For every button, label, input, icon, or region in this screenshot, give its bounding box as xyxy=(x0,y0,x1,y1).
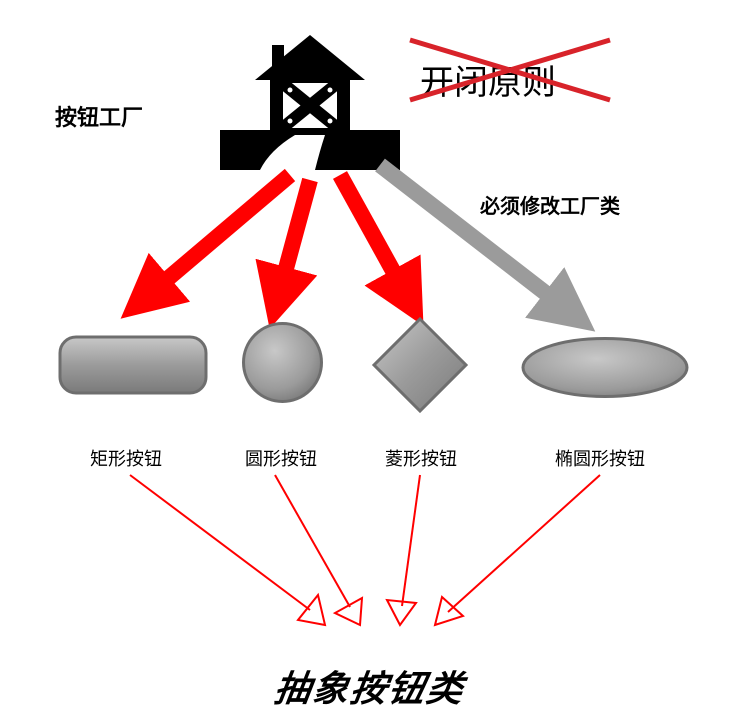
hollow-arrows xyxy=(0,0,755,720)
abstract-label: 抽象按钮类 xyxy=(271,660,468,712)
